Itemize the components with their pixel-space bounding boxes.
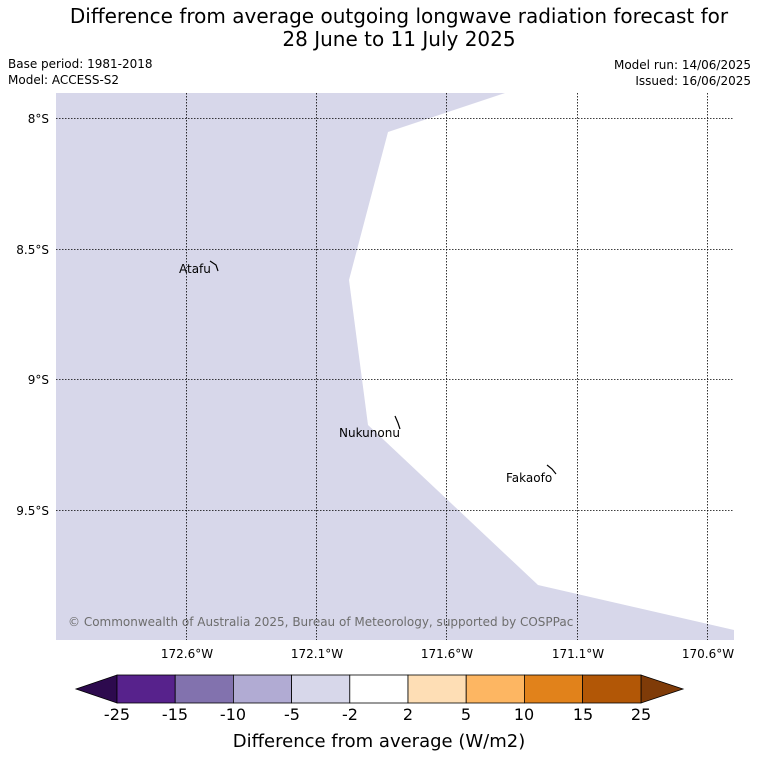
model-name: Model: ACCESS-S2 — [8, 73, 120, 87]
colorbar — [74, 674, 685, 704]
colorbar-segment-3 — [232, 674, 292, 704]
place-label-fakaofo: Fakaofo — [506, 471, 552, 485]
chart-title: Difference from average outgoing longwav… — [0, 5, 758, 51]
colorbar-tick-1: -25 — [104, 705, 130, 724]
lon-label-171-1w: 171.1°W — [552, 647, 604, 661]
colorbar-segment-7 — [465, 674, 525, 704]
colorbar-tick-3: -10 — [220, 705, 246, 724]
colorbar-segment-1 — [116, 674, 176, 704]
place-label-atafu: Atafu — [179, 262, 211, 276]
issued-date: Issued: 16/06/2025 — [635, 74, 751, 88]
lat-label-9-5s: 9.5°S — [16, 504, 49, 518]
colorbar-tick-8: 10 — [514, 705, 534, 724]
colorbar-label: Difference from average (W/m2) — [233, 731, 525, 752]
colorbar-segment-8 — [524, 674, 584, 704]
lat-label-9s: 9°S — [28, 373, 49, 387]
title-line-1: Difference from average outgoing longwav… — [69, 4, 729, 28]
lon-label-171-6w: 171.6°W — [421, 647, 473, 661]
colorbar-tick-7: 5 — [461, 705, 471, 724]
model-run: Model run: 14/06/2025 — [613, 58, 751, 72]
anomaly-region — [56, 93, 734, 640]
atafu-island-shape — [209, 260, 219, 272]
lon-label-172-1w: 172.1°W — [291, 647, 343, 661]
colorbar-tick-2: -15 — [162, 705, 188, 724]
base-period: Base period: 1981-2018 — [8, 57, 153, 71]
copyright-notice: © Commonwealth of Australia 2025, Bureau… — [68, 615, 573, 629]
colorbar-min-arrow — [74, 674, 118, 704]
nukunonu-island-shape — [394, 415, 401, 430]
title-line-2: 28 June to 11 July 2025 — [282, 27, 516, 51]
colorbar-tick-5: -2 — [342, 705, 358, 724]
lat-label-8-5s: 8.5°S — [16, 243, 49, 257]
colorbar-segment-9 — [582, 674, 642, 704]
colorbar-segment-2 — [174, 674, 234, 704]
colorbar-tick-4: -5 — [284, 705, 300, 724]
lat-label-8s: 8°S — [28, 112, 49, 126]
meta-right: Model run: 14/06/2025 Issued: 16/06/2025 — [614, 57, 751, 89]
fakaofo-island-shape — [546, 464, 557, 475]
colorbar-tick-10: 25 — [631, 705, 651, 724]
colorbar-max-arrow — [640, 674, 685, 704]
place-label-nukunonu: Nukunonu — [339, 426, 400, 440]
colorbar-tick-9: 15 — [573, 705, 593, 724]
gridlines — [56, 93, 734, 640]
colorbar-segment-6 — [407, 674, 467, 704]
colorbar-segment-4 — [291, 674, 351, 704]
lon-label-170-6w: 170.6°W — [682, 647, 734, 661]
colorbar-segment-5 — [349, 674, 409, 704]
meta-left: Base period: 1981-2018 Model: ACCESS-S2 — [8, 56, 153, 88]
lon-label-172-6w: 172.6°W — [161, 647, 213, 661]
colorbar-tick-6: 2 — [403, 705, 413, 724]
